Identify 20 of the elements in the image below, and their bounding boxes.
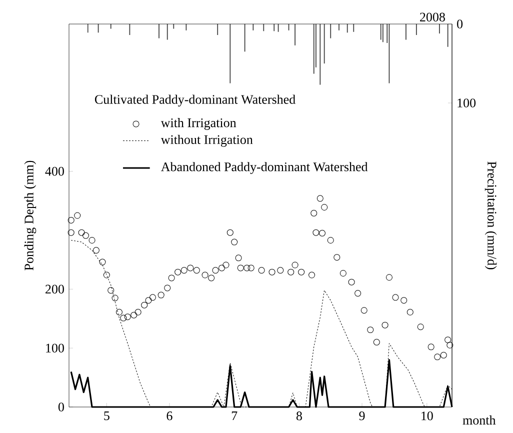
legend-label: with Irrigation <box>160 118 236 130</box>
y2-tick-label: 100 <box>458 98 476 108</box>
y-tick-label: 400 <box>45 166 64 176</box>
x-tick-label: 10 <box>422 412 433 420</box>
y-tick-label: 200 <box>46 284 64 294</box>
legend-title: Cultivated Paddy-dominant Watershed <box>94 94 296 107</box>
x-axis-title: month <box>462 415 496 425</box>
y-tick-label: 100 <box>46 344 64 352</box>
x-tick-label: 6 <box>166 412 172 420</box>
y2-tick-label: 0 <box>457 20 463 28</box>
y2-axis-title: Precipitation (mm/d) <box>484 162 497 270</box>
x-tick-label: 9 <box>359 412 365 420</box>
x-tick-label: 5 <box>104 412 110 420</box>
legend-label: without Irrigation <box>160 134 253 147</box>
y-tick-label: 0 <box>58 402 64 412</box>
text: 2008 <box>420 12 445 22</box>
x-tick-label: 7 <box>232 412 238 420</box>
legend-label: Abandoned Paddy-dominant Watershed <box>160 162 368 174</box>
y-axis-title: Ponding Depth (mm) <box>24 160 36 270</box>
x-tick-label: 8 <box>296 412 302 420</box>
